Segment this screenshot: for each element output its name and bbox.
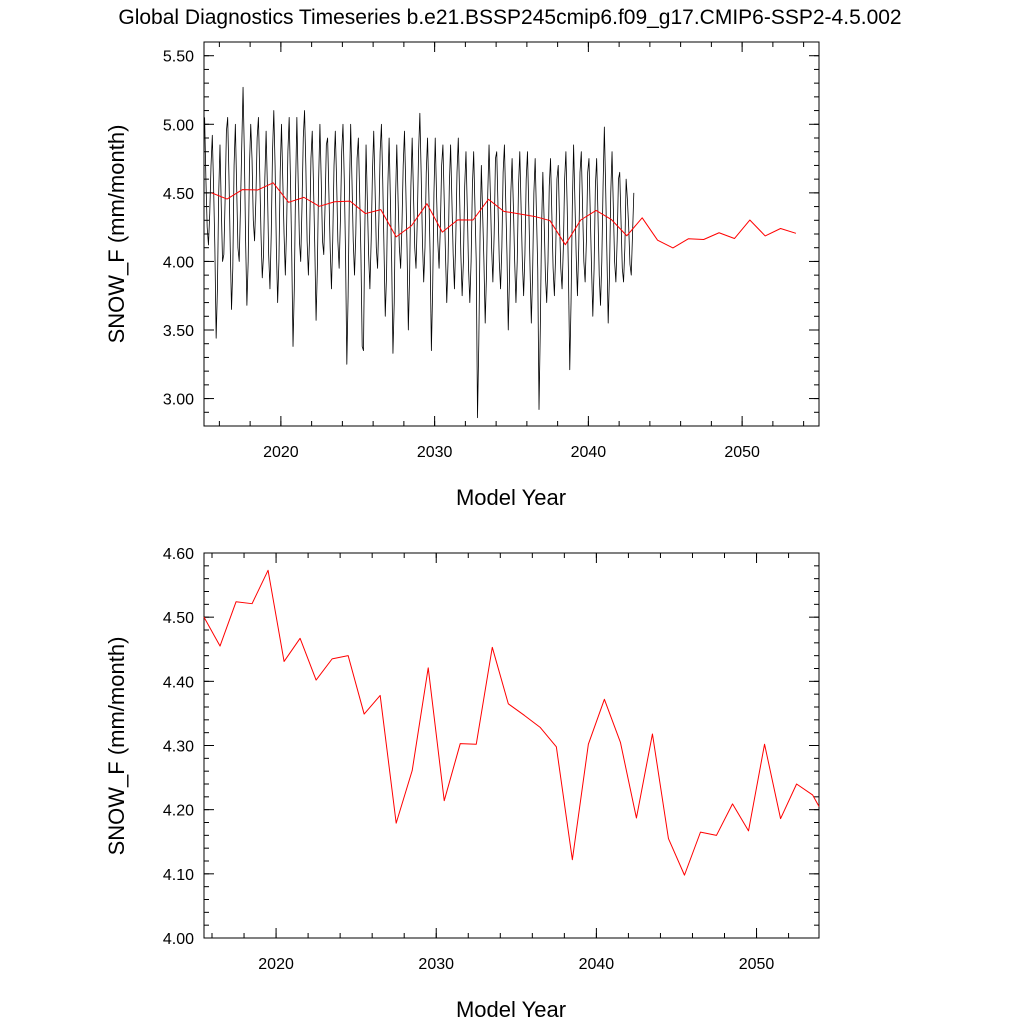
x-axis-title-top: Model Year [456,485,566,510]
x-tick-label: 2040 [571,444,607,461]
x-tick-label: 2040 [579,956,615,973]
y-tick-label: 4.40 [163,674,194,691]
x-tick-label: 2030 [418,956,454,973]
chart-panel-bottom: 4.00 4.10 4.20 4.30 4.40 4.50 4.60 2020 2030 204… [104,546,820,1022]
plot-frame-top [203,41,820,427]
x-tick-label: 2050 [724,444,760,461]
y-tick-label: 4.60 [163,546,194,563]
series-layer-bottom [203,569,820,876]
y-axis-top: 3.00 3.50 4.00 4.50 5.00 5.50 [163,41,819,427]
x-tick-label: 2030 [417,444,453,461]
monthly-series-line [204,86,635,419]
x-tick-label: 2050 [739,956,775,973]
x-tick-label: 2020 [258,956,294,973]
y-tick-label: 3.00 [163,392,194,409]
y-axis-title-bottom: SNOW_F (mm/month) [104,637,129,856]
y-tick-label: 5.50 [163,49,194,66]
y-tick-label: 3.50 [163,323,194,340]
plot-frame-bottom [203,552,820,939]
y-tick-label: 4.30 [163,739,194,756]
series-layer-top [204,86,797,419]
figure-title: Global Diagnostics Timeseries b.e21.BSSP… [118,6,901,29]
x-axis-top: 2020 2030 2040 2050 [218,42,805,461]
y-tick-label: 4.00 [163,254,194,271]
y-tick-label: 4.50 [163,186,194,203]
x-axis-title-bottom: Model Year [456,997,566,1022]
x-tick-label: 2020 [263,444,299,461]
y-axis-bottom: 4.00 4.10 4.20 4.30 4.40 4.50 4.60 [163,546,819,948]
y-tick-label: 4.50 [163,610,194,627]
annual-mean-series-line [211,182,797,249]
chart-panel-top: 3.00 3.50 4.00 4.50 5.00 5.50 2020 2030 2040 205… [104,41,820,510]
x-axis-bottom: 2020 2030 2040 2050 [211,553,790,973]
y-tick-label: 4.00 [163,931,194,948]
y-tick-label: 4.10 [163,867,194,884]
y-axis-title-top: SNOW_F (mm/month) [104,125,129,344]
y-tick-label: 5.00 [163,117,194,134]
y-tick-label: 4.20 [163,803,194,820]
annual-mean-series-line [203,569,820,876]
